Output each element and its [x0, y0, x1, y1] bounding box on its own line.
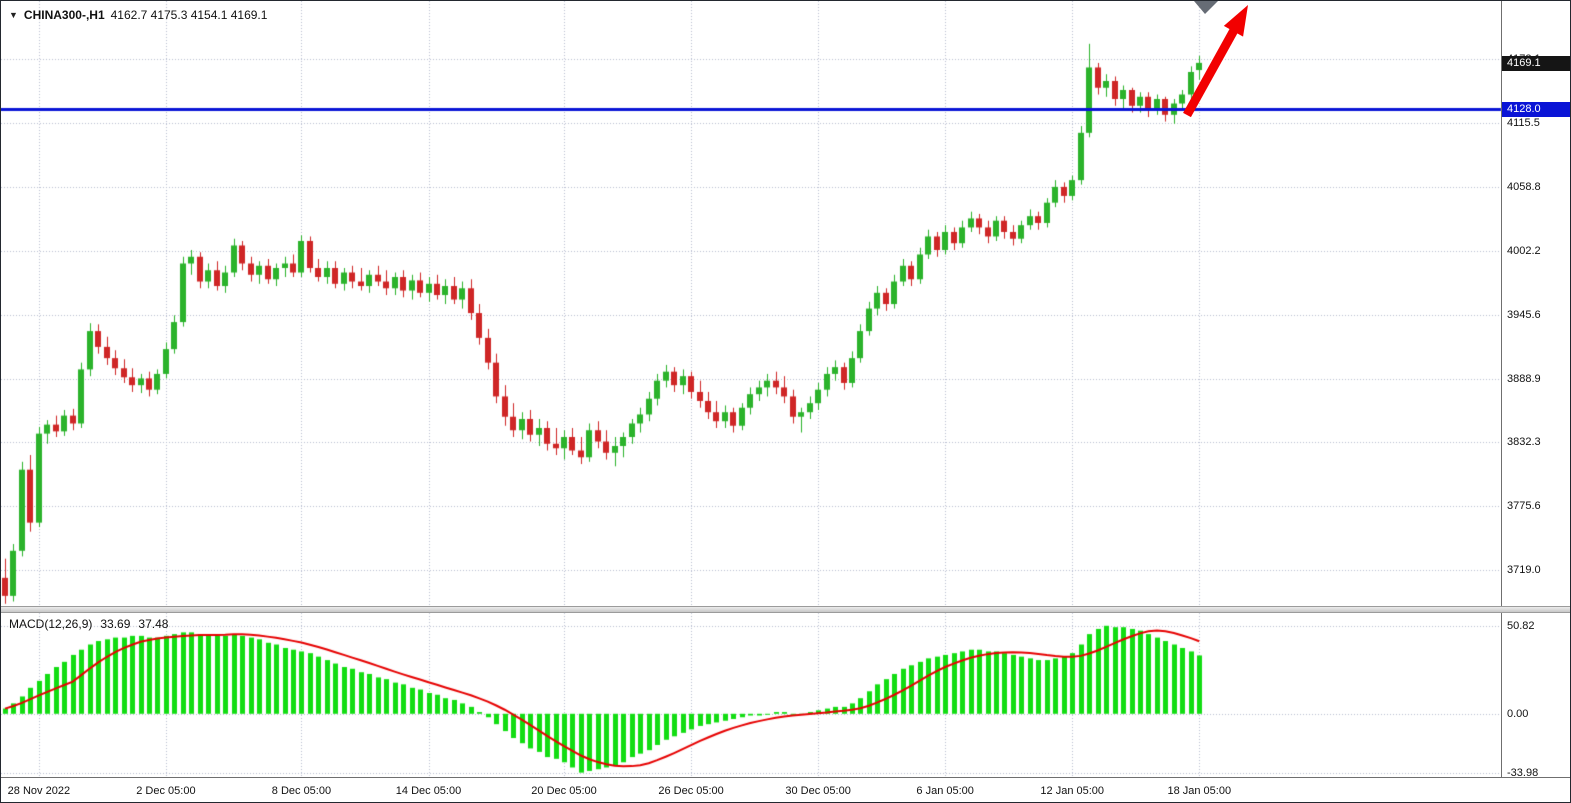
price-axis-label: 3888.9 [1507, 372, 1541, 385]
price-axis[interactable]: 4169.1 4128.0 4172.14115.54058.84002.239… [1501, 1, 1570, 779]
ohlc-values: 4162.7 4175.3 4154.1 4169.1 [110, 8, 268, 22]
macd-signal-value: 37.48 [138, 617, 169, 631]
current-price-badge: 4169.1 [1502, 56, 1570, 71]
pane-splitter[interactable] [1, 606, 1570, 613]
price-axis-label: 3945.6 [1507, 308, 1541, 321]
symbol-label: CHINA300-,H1 [23, 8, 105, 22]
time-axis-label: 28 Nov 2022 [7, 785, 71, 797]
macd-indicator-label: MACD(12,26,9) 33.69 37.48 [9, 617, 168, 631]
price-axis-label: 4058.8 [1507, 181, 1541, 194]
collapse-triangle-icon[interactable]: ▼ [9, 9, 18, 20]
price-axis-label: 3775.6 [1507, 500, 1541, 513]
time-axis-label: 14 Dec 05:00 [395, 785, 462, 797]
macd-name: MACD(12,26,9) [9, 617, 93, 631]
time-axis-label: 12 Jan 05:00 [1040, 785, 1105, 797]
time-axis-label: 8 Dec 05:00 [271, 785, 332, 797]
time-axis[interactable]: 28 Nov 2022 2 Dec 05:00 8 Dec 05:00 14 Dec … [1, 777, 1570, 802]
macd-axis-label: 0.00 [1507, 707, 1529, 720]
time-axis-label: 30 Dec 05:00 [785, 785, 851, 797]
time-axis-label: 2 Dec 05:00 [136, 785, 196, 797]
macd-axis-label: -33.98 [1507, 766, 1539, 779]
time-axis-label: 18 Jan 05:00 [1167, 785, 1232, 797]
time-axis-label: 20 Dec 05:00 [531, 785, 597, 797]
time-axis-label: 26 Dec 05:00 [658, 785, 724, 797]
price-axis-label: 4115.5 [1507, 117, 1540, 130]
macd-main-value: 33.69 [100, 617, 131, 631]
time-axis-label: 6 Jan 05:00 [916, 785, 974, 797]
hline-price-badge: 4128.0 [1502, 102, 1570, 117]
price-axis-label: 3719.0 [1507, 563, 1541, 576]
price-axis-label: 4002.2 [1507, 244, 1541, 257]
macd-axis-label: 50.82 [1507, 619, 1535, 632]
symbol-info: ▼ CHINA300-,H1 4162.7 4175.3 4154.1 4169… [9, 8, 267, 22]
price-axis-label: 3832.3 [1507, 436, 1541, 449]
